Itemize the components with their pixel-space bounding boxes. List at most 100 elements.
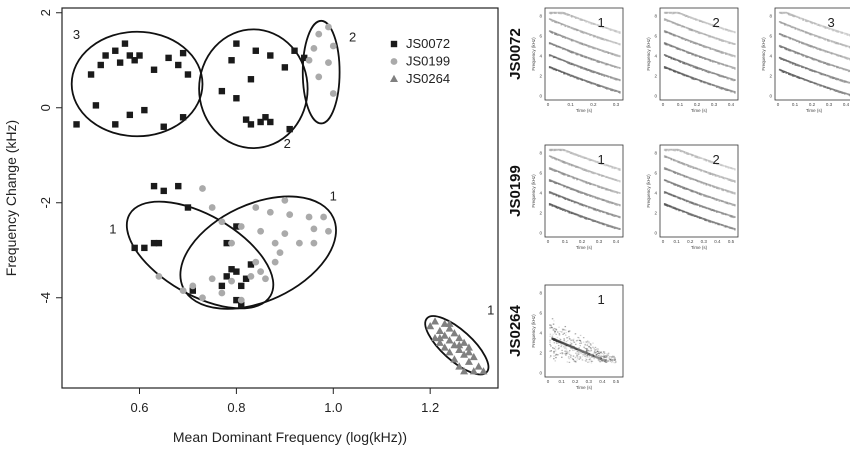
spectrogram-pixel [590,348,592,350]
spectrogram-pixel [788,72,790,75]
spectrogram-pixel [616,66,619,69]
spectrogram-pixel [699,180,701,183]
spectrogram-pixel [734,216,736,218]
spectrogram-pixel [600,357,603,359]
spectrogram-pixel [723,87,726,91]
spectrogram-pixel [565,72,568,75]
spectrogram-pixel [574,213,577,216]
spectrogram-pixel [611,225,613,228]
spectrogram-pixel [696,18,698,21]
spectrogram-pixel [782,34,785,38]
spectrogram-x-tick: 0.2 [809,102,816,107]
spectrogram-pixel [586,352,589,355]
spectrogram-x-tick: 0 [662,102,665,107]
spectrogram-pixel [558,57,560,60]
spectrogram-pixel [717,61,719,65]
cluster-ellipse [125,200,275,310]
spectrogram-y-tick: 4 [769,54,772,59]
spectrogram-pixel [671,170,674,173]
spectrogram-pixel [820,84,823,87]
spectrogram-pixel [598,357,600,359]
spectrogram-pixel [555,193,557,197]
spectrogram-pixel [561,148,564,151]
spectrogram-y-tick: 0 [654,231,657,236]
spectrogram-pixel [793,14,795,18]
spectrogram-pixel [706,171,709,174]
data-point-js0199 [310,44,318,52]
spectrogram-pixel [695,78,697,80]
spectrogram-pixel [719,50,722,54]
spectrogram-pixel [548,179,551,182]
spectrogram-pixel [791,50,794,52]
spectrogram-pixel [663,203,666,206]
spectrogram-pixel [715,198,718,201]
data-point-js0072 [228,57,235,64]
spectrogram-pixel [830,76,833,79]
spectrogram-pixel [564,149,567,152]
spectrogram-pixel [556,342,558,344]
data-point-js0264 [431,317,440,325]
spectrogram-pixel [732,179,735,183]
spectrogram-pixel [692,154,695,157]
spectrogram-pixel [670,169,672,172]
spectrogram-pixel [565,352,568,355]
spectrogram-pixel [808,80,811,83]
spectrogram-pixel [600,49,603,52]
spectrogram-pixel [550,345,552,347]
spectrogram-pixel [585,351,588,355]
spectrogram-pixel [714,221,717,225]
spectrogram-pixel [565,13,568,16]
spectrogram-pixel [603,199,606,202]
spectrogram-pixel [585,32,587,35]
spectrogram-pixel [552,329,555,331]
spectrogram-pixel [798,28,800,31]
spectrogram-pixel [569,62,572,65]
spectrogram-pixel [673,206,675,209]
spectrogram-pixel [842,79,845,83]
spectrogram-pixel [596,353,599,355]
spectrogram-pixel [571,74,573,77]
spectrogram-pixel [551,337,554,340]
spectrogram-pixel [810,21,812,24]
spectrogram-pixel [721,212,723,215]
spectrogram-pixel [564,351,567,353]
spectrogram-pixel [554,169,556,172]
spectrogram-pixel [585,358,587,360]
spectrogram-pixel [548,66,551,69]
spectrogram-pixel [686,50,688,54]
spectrogram-pixel [610,360,612,362]
spectrogram-pixel [722,200,724,203]
spectrogram-pixel [670,157,672,161]
spectrogram-pixel [597,355,600,357]
spectrogram-pixel [595,47,598,50]
spectrogram-pixel [591,354,593,357]
spectrogram-pixel [565,60,568,63]
spectrogram-pixel [725,28,727,31]
spectrogram-pixel [586,355,588,357]
spectrogram-pixel [589,33,591,37]
spectrogram-pixel [564,334,567,336]
spectrogram-pixel [778,44,781,48]
spectrogram-pixel [598,209,600,212]
spectrogram-pixel [604,74,607,77]
spectrogram-pixel [585,20,587,23]
spectrogram-pixel [702,57,705,59]
spectrogram-pixel [577,65,580,68]
spectrogram-pixel [666,31,669,34]
spectrogram-pixel [712,161,714,164]
spectrogram-pixel [619,192,621,194]
spectrogram-pixel [593,82,595,85]
spectrogram-pixel [552,323,555,325]
spectrogram-pixel [705,22,708,25]
data-point-js0072 [155,239,163,247]
data-point-js0199 [228,239,235,247]
spectrogram-pixel [568,357,570,360]
spectrogram-pixel [727,190,730,193]
spectrogram-pixel [827,27,829,29]
spectrogram-pixel [827,74,829,77]
spectrogram-pixel [798,16,800,19]
spectrogram-pixel [562,333,564,335]
spectrogram-pixel [551,192,554,195]
spectrogram-y-label: Frequency (kHz) [761,37,766,71]
spectrogram-pixel [602,49,604,53]
